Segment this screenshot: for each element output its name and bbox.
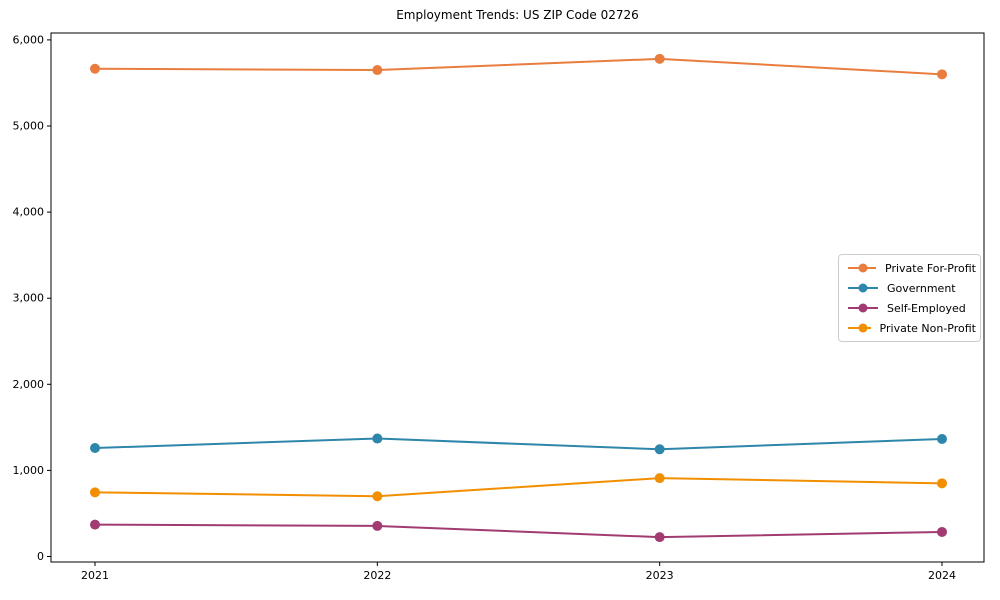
series-line-government <box>94 437 943 451</box>
legend-marker-icon <box>848 303 878 313</box>
data-point-marker <box>372 520 383 531</box>
y-axis-tick-label: 3,000 <box>13 292 45 305</box>
data-point-marker <box>90 63 100 74</box>
data-point-marker <box>90 443 100 454</box>
x-axis-tick-label: 2022 <box>363 569 391 582</box>
legend-dot <box>858 263 868 273</box>
series-line-self-employed <box>94 523 943 539</box>
legend-item-government: Government <box>848 282 976 295</box>
y-axis-tick-label: 5,000 <box>13 120 45 133</box>
legend-label: Self-Employed <box>887 301 966 315</box>
chart-title: Employment Trends: US ZIP Code 02726 <box>396 8 639 22</box>
y-axis-tick-label: 2,000 <box>13 378 45 391</box>
legend-label: Private For-Profit <box>885 261 976 275</box>
data-point-marker <box>937 433 947 444</box>
y-axis-tick-label: 6,000 <box>13 33 45 46</box>
legend-dot <box>858 303 868 313</box>
data-point-marker <box>372 491 383 502</box>
legend-dot <box>858 283 868 293</box>
legend-item-private-for-profit: Private For-Profit <box>848 262 976 275</box>
data-point-marker <box>90 487 100 498</box>
data-point-marker <box>654 53 665 64</box>
legend-label: Private Non-Profit <box>879 321 976 335</box>
legend-item-self-employed: Self-Employed <box>848 302 976 315</box>
legend: Private For-Profit Government Self-Employe… <box>838 254 981 342</box>
legend-item-private-non-profit: Private Non-Profit <box>848 322 976 335</box>
y-axis-tick-label: 1,000 <box>13 464 45 477</box>
data-point-marker <box>372 433 383 444</box>
data-point-marker <box>937 69 947 80</box>
data-point-marker <box>654 473 665 484</box>
data-point-marker <box>937 526 947 537</box>
y-axis-tick-label: 4,000 <box>13 206 45 219</box>
plot-border <box>50 32 985 563</box>
data-point-marker <box>654 444 665 455</box>
data-point-marker <box>90 519 100 530</box>
legend-marker-icon <box>848 263 876 273</box>
legend-marker-icon <box>848 323 871 333</box>
data-point-marker <box>372 65 383 76</box>
data-point-marker <box>654 532 665 543</box>
x-axis-tick-label: 2024 <box>928 569 956 582</box>
legend-marker-icon <box>848 283 878 293</box>
x-axis-tick-label: 2023 <box>646 569 674 582</box>
series-line-private-for-profit <box>94 57 943 76</box>
legend-dot <box>858 323 868 333</box>
legend-label: Government <box>887 281 956 295</box>
y-axis-tick-label: 0 <box>37 550 44 563</box>
data-point-marker <box>937 478 947 489</box>
series-line-private-non-profit <box>94 477 943 498</box>
x-axis-tick-label: 2021 <box>81 569 109 582</box>
